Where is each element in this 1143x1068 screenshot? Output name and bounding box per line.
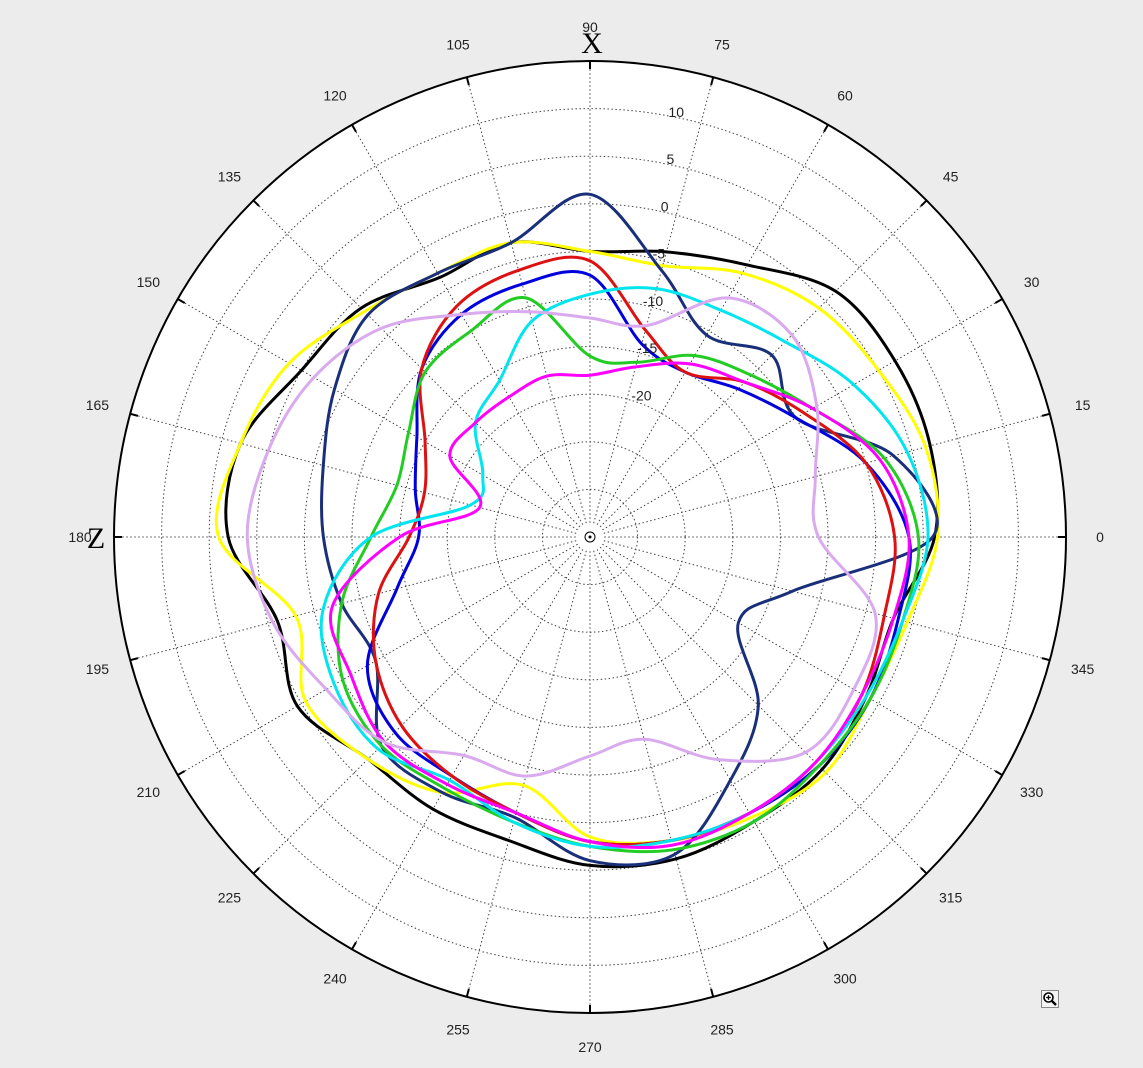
axis-label-z: Z (87, 522, 105, 555)
radial-tick-label: 5 (667, 151, 675, 167)
axis-label-x: X (581, 27, 603, 60)
angle-tick-label: 315 (939, 890, 963, 906)
angle-tick-label: 165 (86, 397, 110, 413)
radial-tick-label: -15 (637, 340, 657, 356)
zoom-in-button[interactable] (1041, 990, 1059, 1008)
angle-tick-label: 45 (943, 168, 959, 184)
angle-tick-label: 135 (218, 168, 242, 184)
angle-tick-label: 150 (137, 274, 161, 290)
radial-tick-label: -5 (653, 246, 666, 262)
angle-tick-label: 30 (1024, 274, 1040, 290)
radial-tick-label: 0 (661, 198, 669, 214)
angle-tick-label: 60 (837, 87, 853, 103)
angle-tick-label: 0 (1096, 529, 1104, 545)
angle-tick-label: 225 (218, 890, 242, 906)
angle-tick-label: 300 (833, 971, 857, 987)
angle-tick-label: 120 (323, 87, 347, 103)
angle-tick-label: 105 (446, 36, 470, 52)
angle-tick-label: 270 (578, 1039, 602, 1055)
angle-tick-label: 240 (323, 971, 347, 987)
angle-tick-label: 210 (137, 784, 161, 800)
angle-tick-label: 285 (710, 1022, 734, 1038)
angle-tick-label: 330 (1020, 784, 1044, 800)
radial-tick-label: -20 (631, 387, 651, 403)
angle-tick-label: 255 (446, 1022, 470, 1038)
zoom-in-icon (1041, 990, 1059, 1008)
angle-tick-label: 75 (714, 36, 730, 52)
angle-tick-label: 15 (1075, 397, 1091, 413)
radial-tick-label: 10 (668, 104, 684, 120)
angle-tick-label: 345 (1071, 661, 1095, 677)
angle-tick-label: 195 (86, 661, 110, 677)
radial-tick-label: -10 (643, 293, 663, 309)
